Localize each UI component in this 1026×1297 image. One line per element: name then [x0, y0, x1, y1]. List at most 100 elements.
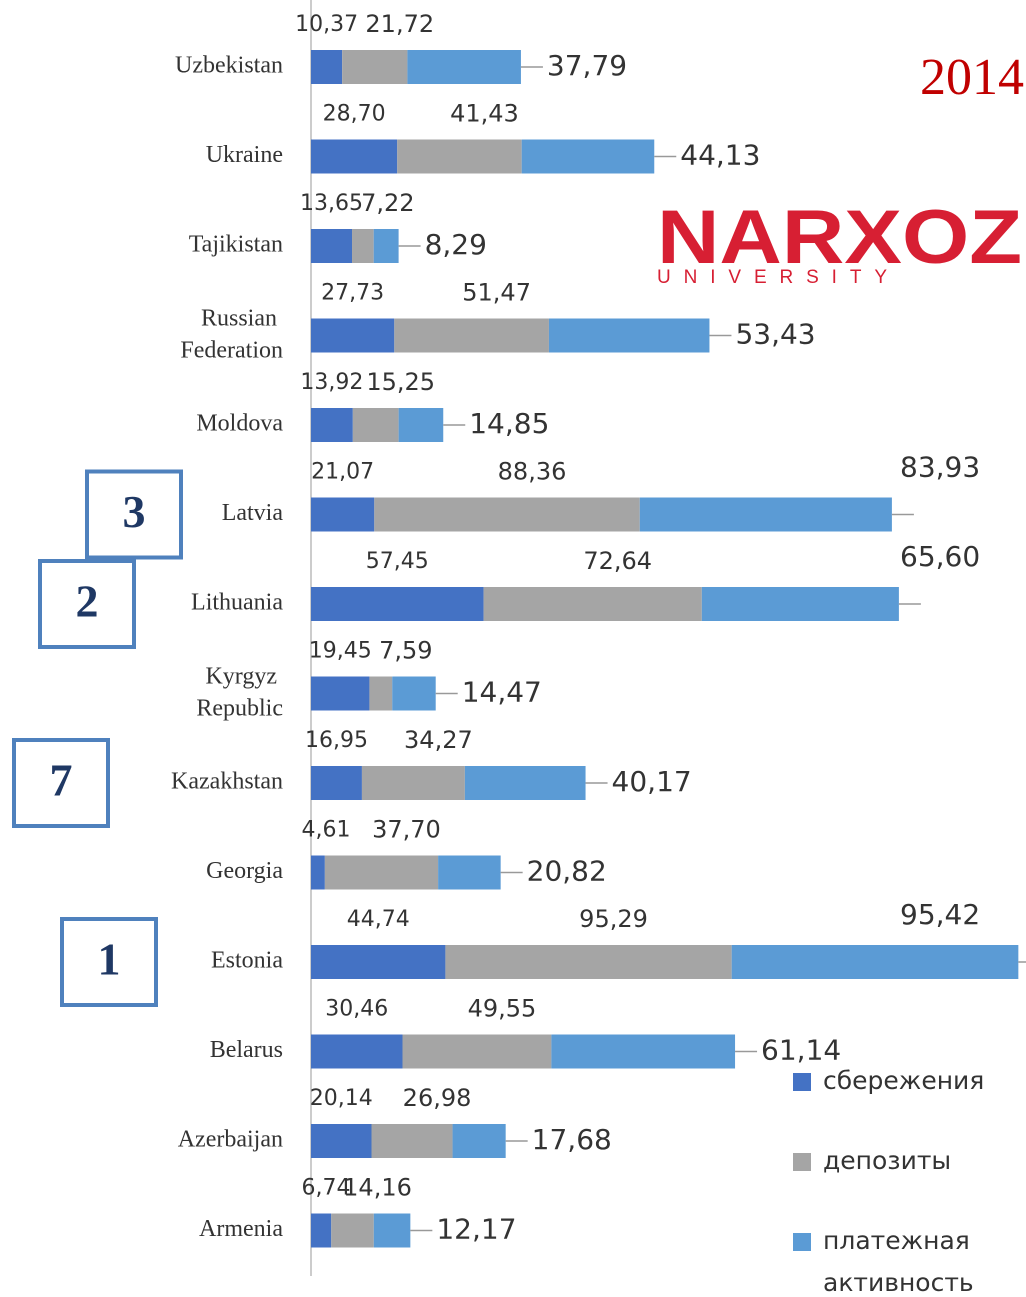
value-label: 17,68: [532, 1123, 612, 1156]
category-label: Latvia: [222, 500, 284, 526]
value-label: 16,95: [305, 728, 368, 753]
value-label: 4,61: [302, 818, 351, 843]
rank-box: [12, 738, 110, 828]
value-label: 15,25: [366, 368, 435, 396]
bar-segment: [311, 766, 362, 800]
bar-segment: [311, 50, 343, 84]
value-label: 7,22: [361, 189, 414, 217]
value-label: 88,36: [498, 458, 567, 486]
category-label: Russian Federation: [180, 305, 283, 363]
category-label: Tajikistan: [189, 232, 283, 258]
bar-segment: [311, 1213, 332, 1248]
bar-segment: [311, 318, 395, 353]
value-label: 40,17: [612, 765, 692, 798]
bar-segment: [394, 318, 549, 353]
value-label: 21,72: [365, 10, 434, 38]
value-label: 14,47: [462, 676, 542, 709]
bar-segment: [731, 945, 1019, 979]
legend-swatch: [793, 1153, 811, 1171]
bar-segment: [311, 139, 398, 174]
value-label: 13,65: [300, 191, 363, 216]
value-label: 14,85: [469, 407, 549, 440]
bar-segment: [311, 587, 484, 621]
value-label: 7,59: [379, 637, 432, 665]
value-label: 53,43: [735, 318, 815, 351]
bar-segment: [361, 766, 465, 800]
rank-label: 1: [98, 934, 121, 985]
bar-segment: [438, 855, 501, 890]
value-label: 44,13: [680, 139, 760, 172]
bar-segment: [701, 587, 899, 621]
bar-segment: [374, 497, 640, 532]
bar-segment: [371, 1124, 453, 1158]
bar-segment: [521, 139, 655, 174]
value-label: 8,29: [425, 228, 487, 261]
value-label: 12,17: [436, 1213, 516, 1246]
bar-segment: [369, 676, 393, 711]
category-label: Azerbaijan: [178, 1127, 283, 1153]
value-label: 37,79: [547, 49, 627, 82]
logo-name: NARXOZ: [657, 195, 1022, 280]
category-label: Lithuania: [191, 590, 283, 616]
legend-label: платежная активность: [823, 1226, 978, 1297]
bar-segment: [397, 139, 522, 174]
bar-segment: [311, 1034, 403, 1069]
value-label: 95,29: [579, 905, 648, 933]
category-label: Ukraine: [206, 142, 283, 168]
value-label: 30,46: [325, 997, 388, 1022]
value-label: 19,45: [309, 639, 372, 664]
rank-box: [38, 559, 136, 649]
legend-label: сбережения: [823, 1066, 984, 1095]
bar-segment: [311, 676, 370, 711]
category-label: Belarus: [210, 1037, 283, 1063]
category-label: Kyrgyz Republic: [196, 663, 283, 721]
bar-segment: [392, 676, 436, 711]
category-label: Uzbekistan: [175, 53, 283, 79]
value-label: 44,74: [347, 907, 410, 932]
category-label: Moldova: [196, 411, 283, 437]
bar-segment: [452, 1124, 506, 1158]
bar-segment: [639, 497, 892, 532]
bar-segment: [352, 229, 374, 263]
bar-segment: [445, 945, 732, 979]
value-label: 34,27: [404, 726, 473, 754]
bar-segment: [311, 408, 353, 442]
bar-segment: [311, 1124, 372, 1158]
category-label: Armenia: [199, 1216, 283, 1242]
rank-label: 2: [76, 576, 99, 627]
bar-segment: [311, 497, 375, 532]
legend-label: депозиты: [823, 1146, 951, 1175]
bar-segment: [331, 1213, 374, 1248]
bar-segment: [311, 945, 446, 979]
value-label: 72,64: [583, 547, 652, 575]
value-label: 21,07: [311, 460, 374, 485]
value-label: 41,43: [450, 100, 519, 128]
bar-segment: [311, 229, 353, 263]
chart-title: 2014: [920, 49, 1024, 106]
value-label: 65,60: [900, 540, 980, 573]
bar-segment: [548, 318, 710, 353]
value-label: 20,82: [527, 855, 607, 888]
value-label: 57,45: [366, 549, 429, 574]
value-label: 51,47: [462, 279, 531, 307]
bar-segment: [373, 1213, 411, 1248]
rank-label: 3: [123, 486, 146, 537]
bar-segment: [402, 1034, 552, 1069]
bar-segment: [407, 50, 521, 84]
value-label: 13,92: [300, 370, 363, 395]
value-label: 6,74: [302, 1176, 351, 1201]
value-label: 49,55: [468, 995, 537, 1023]
bar-segment: [311, 855, 325, 890]
rank-box: [60, 917, 158, 1007]
category-label: Georgia: [206, 858, 283, 884]
value-label: 14,16: [343, 1174, 412, 1202]
bar-segment: [398, 408, 444, 442]
value-label: 61,14: [761, 1034, 841, 1067]
category-label: Estonia: [211, 948, 283, 974]
bar-segment: [373, 229, 399, 263]
value-label: 20,14: [310, 1086, 373, 1111]
bar-segment: [352, 408, 399, 442]
value-label: 95,42: [900, 898, 980, 931]
rank-label: 7: [50, 755, 73, 806]
